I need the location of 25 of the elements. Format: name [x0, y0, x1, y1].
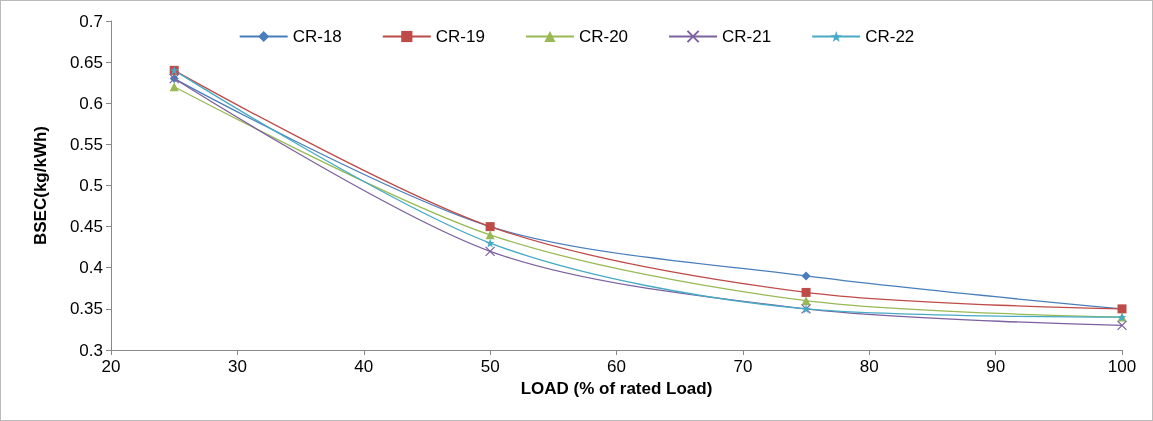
y-tick-label: 0.3	[79, 340, 103, 360]
x-tick-label: 90	[986, 357, 1006, 376]
x-tick-label: 100	[1107, 357, 1137, 376]
y-tick-label: 0.35	[69, 299, 103, 319]
x-tick-label: 60	[607, 357, 626, 376]
x-tick-label: 70	[733, 357, 753, 376]
x-tick-label: 50	[480, 357, 500, 376]
legend-label: CR-19	[435, 27, 485, 46]
legend-label: CR-21	[722, 27, 772, 46]
y-tick-label: 0.55	[69, 134, 103, 154]
y-tick-label: 0.6	[79, 93, 103, 113]
x-tick-label: 30	[227, 357, 247, 376]
x-axis-title: LOAD (% of rated Load)	[520, 378, 713, 398]
legend-label: CR-20	[578, 27, 629, 46]
x-tick-label: 40	[354, 357, 374, 376]
x-tick-label: 80	[859, 357, 879, 376]
y-tick-label: 0.4	[79, 258, 103, 278]
y-axis-title: BSEC(kg/kWh)	[31, 126, 50, 245]
y-tick-label: 0.65	[69, 52, 103, 72]
x-tick-label: 20	[101, 357, 121, 376]
y-tick-label: 0.5	[79, 176, 103, 195]
legend-label: CR-18	[292, 27, 342, 46]
y-tick-label: 0.45	[69, 217, 103, 237]
y-tick-label: 0.7	[79, 11, 103, 31]
legend-label: CR-22	[865, 27, 915, 46]
